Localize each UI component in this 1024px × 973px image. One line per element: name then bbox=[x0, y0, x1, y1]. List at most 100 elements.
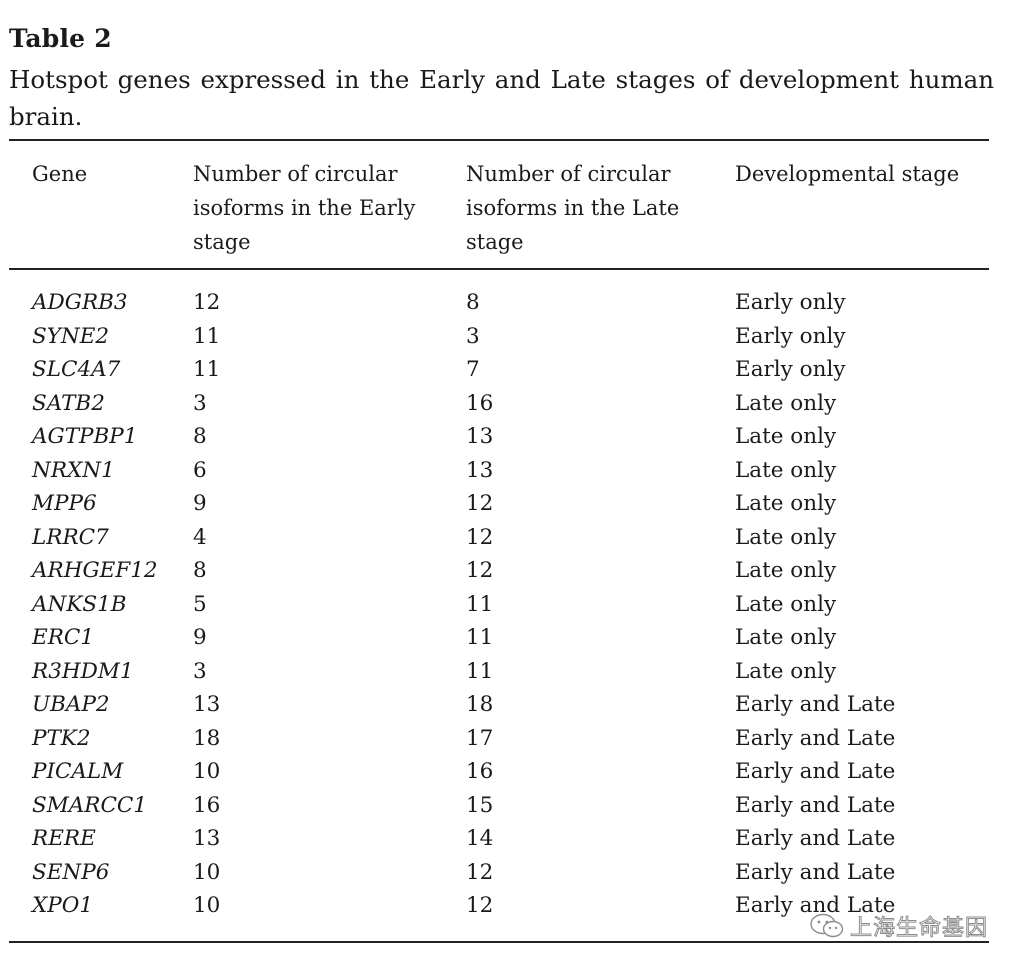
gene-cell: ADGRB3 bbox=[32, 290, 128, 315]
late-count-cell: 11 bbox=[466, 591, 494, 617]
early-count-cell: 11 bbox=[193, 323, 221, 349]
stage-cell: Early and Late bbox=[735, 792, 896, 818]
table-row: ANKS1B 5 11 Late only bbox=[0, 588, 1024, 622]
late-count-cell: 18 bbox=[466, 692, 494, 717]
early-count-cell: 3 bbox=[193, 390, 207, 416]
gene-cell: MPP6 bbox=[32, 491, 97, 516]
stage-cell: Late only bbox=[735, 390, 837, 416]
stage-cell: Late only bbox=[735, 457, 837, 483]
late-count-cell: 3 bbox=[466, 323, 480, 349]
gene-cell: SMARCC1 bbox=[32, 792, 148, 818]
stage-cell: Early and Late bbox=[735, 759, 896, 784]
table-row: SYNE2 11 3 Early only bbox=[0, 320, 1024, 354]
table-row: UBAP2 13 18 Early and Late bbox=[0, 688, 1024, 722]
stage-cell: Early and Late bbox=[735, 725, 896, 751]
late-count-cell: 16 bbox=[466, 390, 494, 416]
early-count-cell: 9 bbox=[193, 491, 207, 516]
early-count-cell: 3 bbox=[193, 658, 207, 684]
table-row: XPO1 10 12 Early and Late bbox=[0, 889, 1024, 923]
gene-cell: NRXN1 bbox=[32, 457, 115, 483]
header-developmental-stage: Developmental stage bbox=[735, 162, 960, 186]
table-bottom-rule bbox=[9, 941, 989, 943]
early-count-cell: 16 bbox=[193, 792, 221, 818]
late-count-cell: 12 bbox=[466, 893, 494, 918]
gene-cell: ERC1 bbox=[32, 625, 95, 650]
gene-cell: R3HDM1 bbox=[32, 658, 134, 684]
late-count-cell: 13 bbox=[466, 457, 494, 483]
early-count-cell: 10 bbox=[193, 893, 221, 918]
late-count-cell: 14 bbox=[466, 826, 494, 851]
late-count-cell: 8 bbox=[466, 290, 480, 315]
watermark-text: 上海生命基因 bbox=[849, 916, 988, 942]
gene-cell: PICALM bbox=[32, 759, 124, 784]
header-gene: Gene bbox=[32, 162, 88, 186]
table-row: LRRC7 4 12 Late only bbox=[0, 521, 1024, 555]
late-count-cell: 15 bbox=[466, 792, 494, 818]
table-header-rule bbox=[9, 268, 989, 270]
table-row: NRXN1 6 13 Late only bbox=[0, 454, 1024, 488]
early-count-cell: 18 bbox=[193, 725, 221, 751]
table-row: SATB2 3 16 Late only bbox=[0, 387, 1024, 421]
late-count-cell: 12 bbox=[466, 524, 494, 550]
gene-cell: SATB2 bbox=[32, 390, 105, 416]
gene-cell: LRRC7 bbox=[32, 524, 109, 550]
late-count-cell: 11 bbox=[466, 658, 494, 684]
late-count-cell: 17 bbox=[466, 725, 494, 751]
stage-cell: Early only bbox=[735, 357, 846, 382]
stage-cell: Early only bbox=[735, 290, 846, 315]
gene-cell: AGTPBP1 bbox=[32, 424, 138, 449]
table-row: SENP6 10 12 Early and Late bbox=[0, 856, 1024, 890]
gene-cell: RERE bbox=[32, 826, 96, 851]
stage-cell: Late only bbox=[735, 491, 837, 516]
stage-cell: Late only bbox=[735, 424, 837, 449]
late-count-cell: 12 bbox=[466, 491, 494, 516]
late-count-cell: 12 bbox=[466, 558, 494, 583]
stage-cell: Early and Late bbox=[735, 826, 896, 851]
stage-cell: Early and Late bbox=[735, 859, 896, 885]
early-count-cell: 12 bbox=[193, 290, 221, 315]
table-row: ADGRB3 12 8 Early only bbox=[0, 286, 1024, 320]
stage-cell: Late only bbox=[735, 591, 837, 617]
gene-cell: SENP6 bbox=[32, 859, 110, 885]
early-count-cell: 4 bbox=[193, 524, 207, 550]
stage-cell: Late only bbox=[735, 658, 837, 684]
stage-cell: Early only bbox=[735, 323, 846, 349]
early-count-cell: 11 bbox=[193, 357, 221, 382]
gene-cell: UBAP2 bbox=[32, 692, 110, 717]
early-count-cell: 10 bbox=[193, 859, 221, 885]
early-count-cell: 5 bbox=[193, 591, 207, 617]
stage-cell: Late only bbox=[735, 558, 837, 583]
header-early-isoforms: Number of circular isoforms in the Early… bbox=[193, 162, 416, 254]
late-count-cell: 7 bbox=[466, 357, 480, 382]
early-count-cell: 8 bbox=[193, 424, 207, 449]
table-row: ARHGEF12 8 12 Late only bbox=[0, 554, 1024, 588]
gene-cell: SLC4A7 bbox=[32, 357, 121, 382]
stage-cell: Early and Late bbox=[735, 893, 896, 918]
table-row: ERC1 9 11 Late only bbox=[0, 621, 1024, 655]
early-count-cell: 6 bbox=[193, 457, 207, 483]
stage-cell: Late only bbox=[735, 625, 837, 650]
late-count-cell: 12 bbox=[466, 859, 494, 885]
wechat-icon bbox=[810, 913, 844, 939]
gene-cell: ANKS1B bbox=[32, 591, 127, 617]
watermark: 上海生命基因 bbox=[810, 910, 988, 942]
early-count-cell: 10 bbox=[193, 759, 221, 784]
table-row: SLC4A7 11 7 Early only bbox=[0, 353, 1024, 387]
stage-cell: Early and Late bbox=[735, 692, 896, 717]
table-top-rule bbox=[9, 139, 989, 141]
table-title: Table 2 bbox=[9, 24, 112, 53]
table-caption: Hotspot genes expressed in the Early and… bbox=[9, 65, 994, 131]
table-row: MPP6 9 12 Late only bbox=[0, 487, 1024, 521]
early-count-cell: 13 bbox=[193, 692, 221, 717]
gene-cell: XPO1 bbox=[32, 893, 94, 918]
late-count-cell: 11 bbox=[466, 625, 494, 650]
table-row: RERE 13 14 Early and Late bbox=[0, 822, 1024, 856]
table-row: PTK2 18 17 Early and Late bbox=[0, 722, 1024, 756]
table-row: SMARCC1 16 15 Early and Late bbox=[0, 789, 1024, 823]
gene-cell: PTK2 bbox=[32, 725, 91, 751]
early-count-cell: 8 bbox=[193, 558, 207, 583]
header-late-isoforms: Number of circular isoforms in the Late … bbox=[466, 162, 680, 254]
table-row: R3HDM1 3 11 Late only bbox=[0, 655, 1024, 689]
stage-cell: Late only bbox=[735, 524, 837, 550]
early-count-cell: 9 bbox=[193, 625, 207, 650]
